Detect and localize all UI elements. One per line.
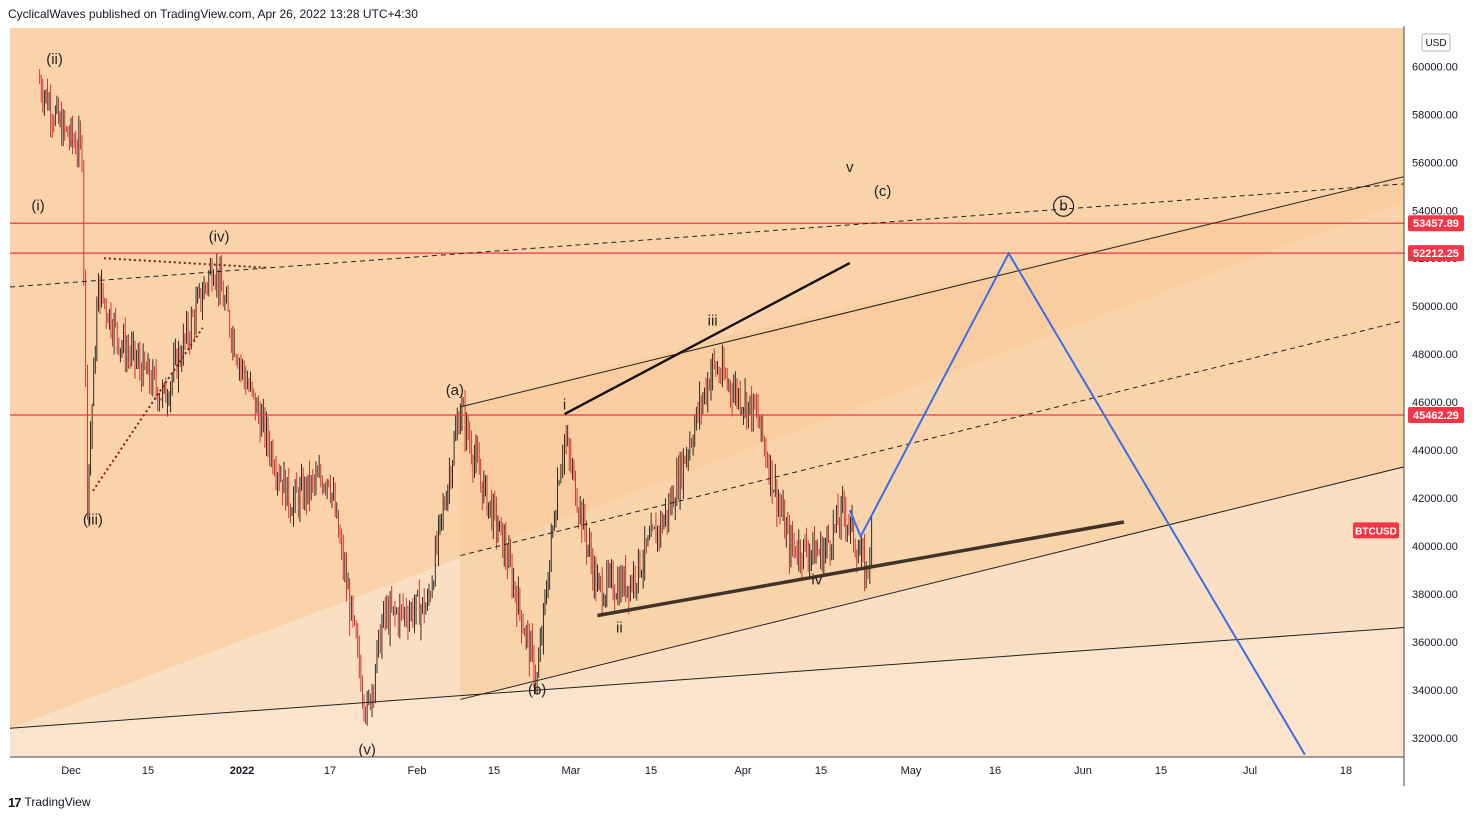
wave-label: (iv) <box>209 228 230 245</box>
wave-label: (b) <box>528 682 546 699</box>
x-tick-label: Dec <box>61 765 81 777</box>
projection-path <box>848 251 1306 756</box>
y-tick-label: 56000.00 <box>1412 157 1458 169</box>
x-tick-label: 15 <box>815 765 827 777</box>
currency-label: USD <box>1425 38 1446 49</box>
price-label-text: 53457.89 <box>1413 218 1459 230</box>
x-tick-label: 2022 <box>230 765 254 777</box>
y-tick-label: 46000.00 <box>1412 397 1458 409</box>
y-tick-label: 48000.00 <box>1412 349 1458 361</box>
wave-label: v <box>846 159 854 176</box>
x-tick-label: 15 <box>645 765 657 777</box>
publish-text: CyclicalWaves published on TradingView.c… <box>8 7 418 21</box>
footer-brand[interactable]: 17 TradingView <box>8 792 91 812</box>
wave-label: (iii) <box>83 511 103 528</box>
x-tick-label: 17 <box>324 765 336 777</box>
price-label-box <box>1408 245 1464 262</box>
x-tick-label: 15 <box>142 765 154 777</box>
x-tick-label: 15 <box>1155 765 1167 777</box>
wave-v-trendline <box>563 261 851 416</box>
y-tick-label: 44000.00 <box>1412 445 1458 457</box>
y-tick-label: 42000.00 <box>1412 493 1458 505</box>
tradingview-brand-text: TradingView <box>24 795 91 809</box>
price-axis-background <box>1404 26 1478 787</box>
y-tick-label: 60000.00 <box>1412 61 1458 73</box>
wave-label: iv <box>811 571 822 588</box>
y-tick-label: 34000.00 <box>1412 685 1458 697</box>
chart-area[interactable]: (i) (ii) (iii) (iv) (v) (a) (b) (c) v i ii iii iv b U… <box>0 26 1478 787</box>
wave-label: b <box>1059 197 1067 214</box>
symbol-tag-box <box>1353 522 1399 539</box>
symbol-tag-text: BTCUSD <box>1355 526 1397 537</box>
trendlines-layer <box>9 176 1405 756</box>
x-tick-label: 16 <box>989 765 1001 777</box>
wave-label: (a) <box>446 382 464 399</box>
x-tick-label: Mar <box>562 765 581 777</box>
wave-label: (c) <box>874 183 892 200</box>
wave-label: (v) <box>358 742 376 759</box>
y-tick-label: 54000.00 <box>1412 205 1458 217</box>
circled-wave-marker <box>1052 195 1075 217</box>
lower-zone <box>10 627 1404 757</box>
y-tick-label: 32000.00 <box>1412 733 1458 745</box>
x-tick-label: Feb <box>408 765 427 777</box>
publish-header: CyclicalWaves published on TradingView.c… <box>0 0 1478 26</box>
inner-lower-channel-line <box>460 466 1405 700</box>
x-tick-label: May <box>901 765 922 777</box>
inner-upper-channel-line <box>460 176 1405 408</box>
x-tick-label: Jul <box>1243 765 1257 777</box>
wave-support-line <box>597 520 1125 618</box>
price-label-text: 52212.25 <box>1413 248 1459 260</box>
dashed-upper-trendline <box>9 183 1405 288</box>
y-tick-label: 40000.00 <box>1412 541 1458 553</box>
y-tick-label: 36000.00 <box>1412 637 1458 649</box>
y-tick-label: 50000.00 <box>1412 301 1458 313</box>
zones-layer <box>10 28 1404 757</box>
axes-layer: USD60000.0058000.0056000.0054000.0052000… <box>10 26 1478 787</box>
wave-label: iii <box>708 312 718 329</box>
wave-label: (ii) <box>46 51 63 68</box>
y-tick-label: 38000.00 <box>1412 589 1458 601</box>
wave-label: (i) <box>31 197 44 214</box>
x-tick-label: 18 <box>1340 765 1352 777</box>
dashed-mid-trendline <box>460 320 1405 557</box>
tradingview-logo-icon: 17 <box>8 794 22 810</box>
wave-label: i <box>563 396 566 413</box>
currency-box <box>1421 33 1451 52</box>
price-label-text: 45462.29 <box>1413 410 1459 422</box>
x-tick-label: Jun <box>1074 765 1092 777</box>
y-tick-label: 58000.00 <box>1412 109 1458 121</box>
wave-label: ii <box>616 619 623 636</box>
x-tick-label: 15 <box>488 765 500 777</box>
price-label-box <box>1408 215 1464 232</box>
price-label-box <box>1408 406 1464 423</box>
candles-layer <box>39 68 873 726</box>
lower-channel-line <box>9 627 1405 729</box>
x-tick-label: Apr <box>734 765 751 777</box>
